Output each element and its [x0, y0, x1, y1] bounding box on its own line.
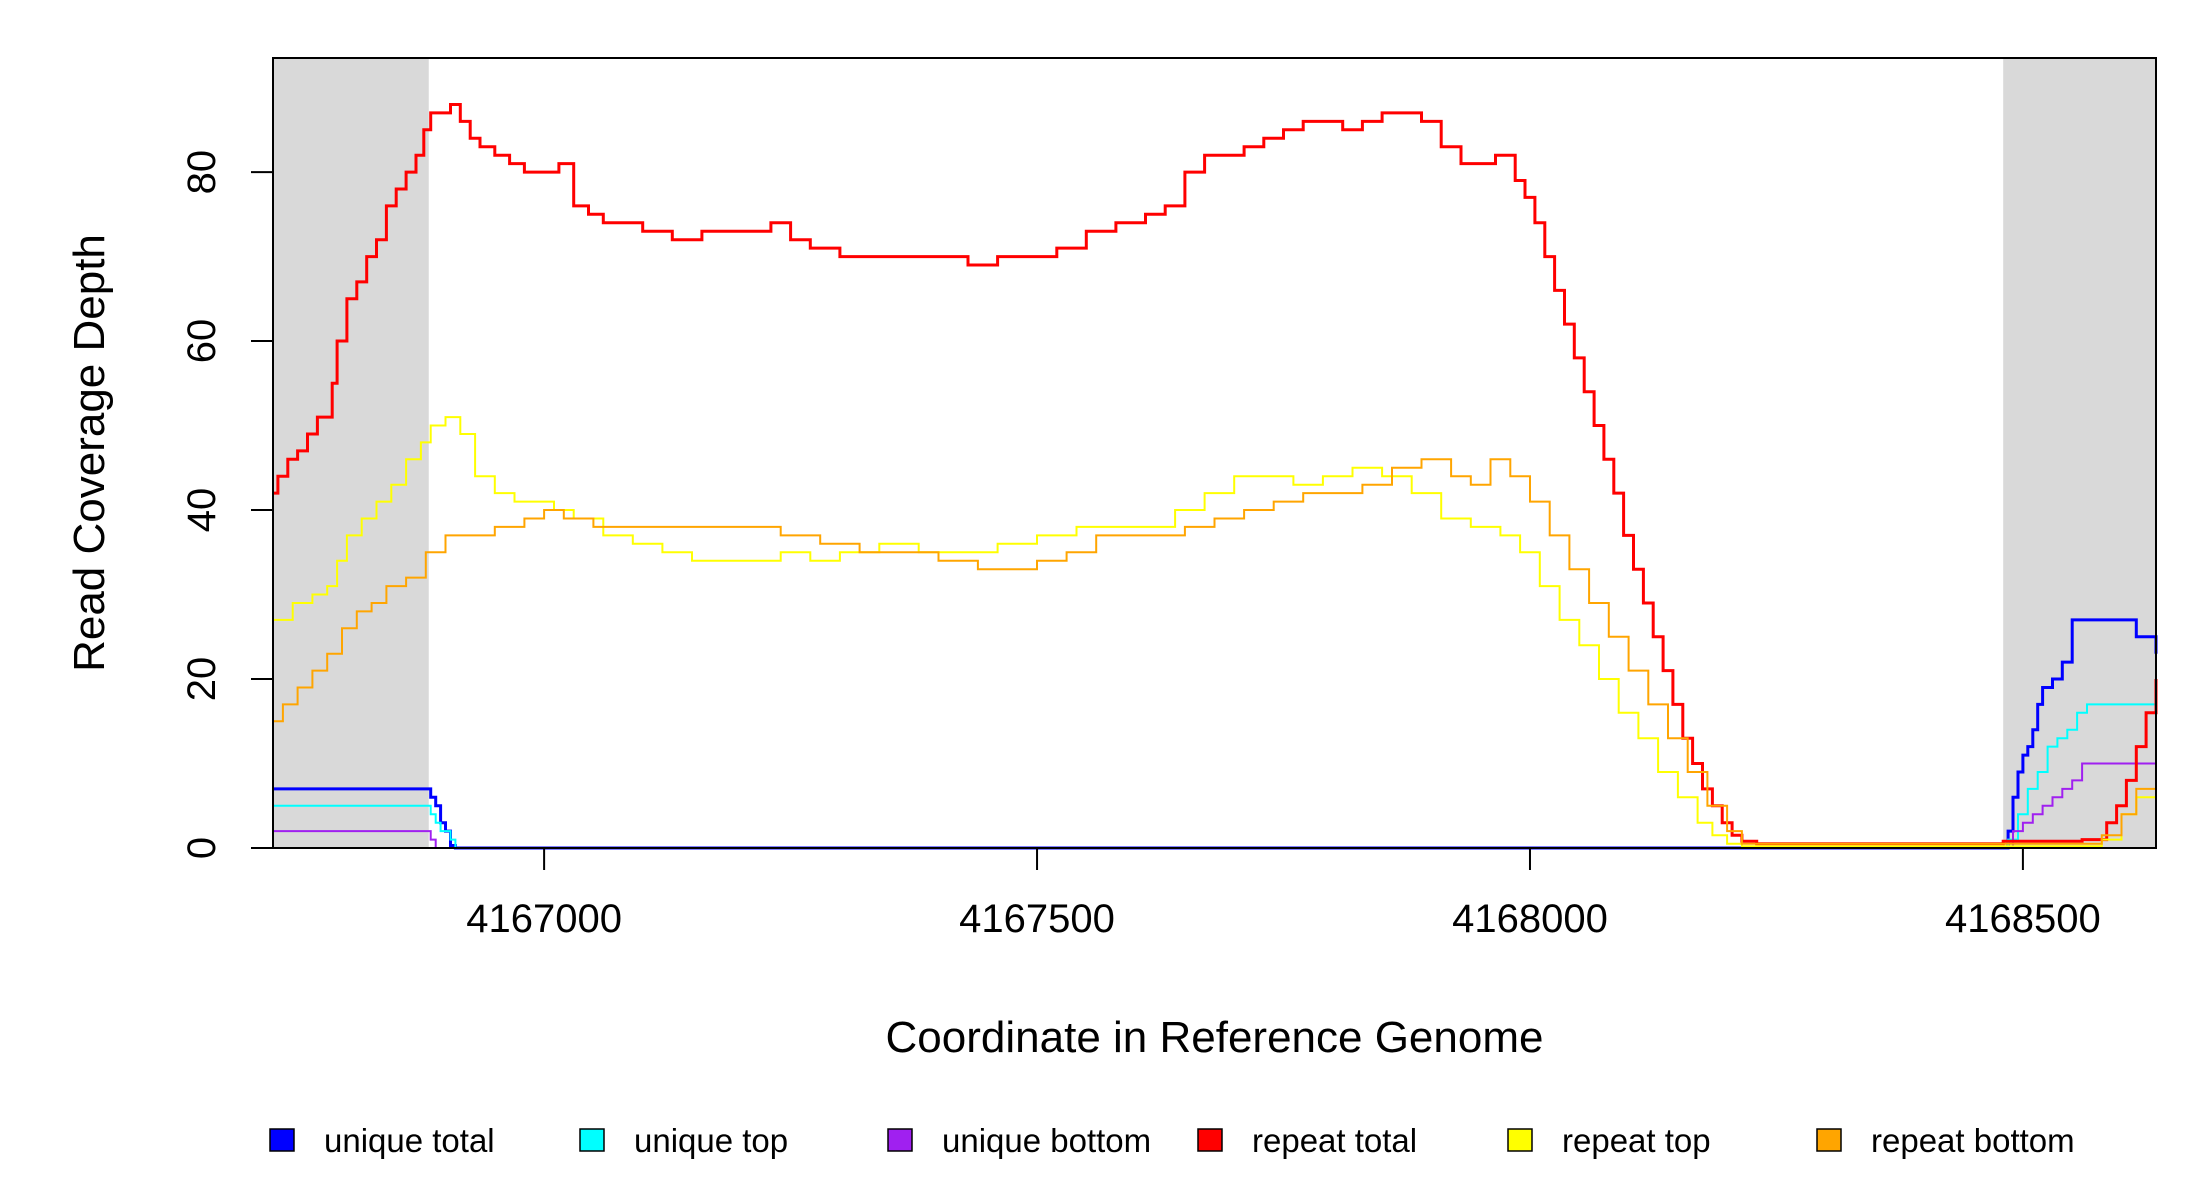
legend-swatch-repeat-top: [1507, 1128, 1533, 1152]
series-lines: [273, 103, 2158, 850]
y-tick-label: 20: [180, 657, 224, 702]
x-tick-label: 4168500: [1945, 897, 2101, 941]
series-line-repeat-total: [273, 103, 2158, 846]
series-line-unique-total: [273, 618, 2158, 850]
legend-swatch-unique-total: [269, 1128, 295, 1152]
y-axis: 0 20 40 60 80: [180, 150, 273, 859]
legend-label-unique-bottom: unique bottom: [942, 1122, 1151, 1159]
plot-frame: [272, 57, 2157, 849]
legend-swatch-repeat-bottom: [1816, 1128, 1842, 1152]
legend-label-repeat-total: repeat total: [1252, 1122, 1417, 1159]
series-line-repeat-top: [273, 416, 2157, 848]
legend-swatch-unique-bottom: [887, 1128, 913, 1152]
y-tick-label: 60: [180, 319, 224, 364]
shaded-region-1: [2003, 58, 2156, 848]
legend: unique total unique top unique bottom repea…: [269, 1122, 2075, 1159]
y-tick-label: 80: [180, 150, 224, 195]
series-line-unique-bottom: [273, 762, 2157, 849]
x-tick-label: 4168000: [1452, 897, 1608, 941]
shaded-regions: [273, 58, 2156, 848]
x-tick-label: 4167500: [959, 897, 1115, 941]
y-axis-title: Read Coverage Depth: [65, 234, 114, 672]
series-line-unique-top: [273, 703, 2157, 849]
y-tick-label: 0: [180, 837, 224, 859]
x-tick-label: 4167000: [466, 897, 622, 941]
legend-label-unique-top: unique top: [634, 1122, 788, 1159]
series-line-repeat-bottom: [273, 458, 2157, 845]
y-tick-label: 40: [180, 488, 224, 533]
legend-label-repeat-bottom: repeat bottom: [1871, 1122, 2075, 1159]
legend-swatch-unique-top: [579, 1128, 605, 1152]
legend-label-repeat-top: repeat top: [1562, 1122, 1711, 1159]
legend-label-unique-total: unique total: [324, 1122, 495, 1159]
legend-swatch-repeat-total: [1197, 1128, 1223, 1152]
x-axis-title: Coordinate in Reference Genome: [886, 1013, 1544, 1062]
x-axis: 4167000 4167500 4168000 4168500: [466, 848, 2101, 941]
